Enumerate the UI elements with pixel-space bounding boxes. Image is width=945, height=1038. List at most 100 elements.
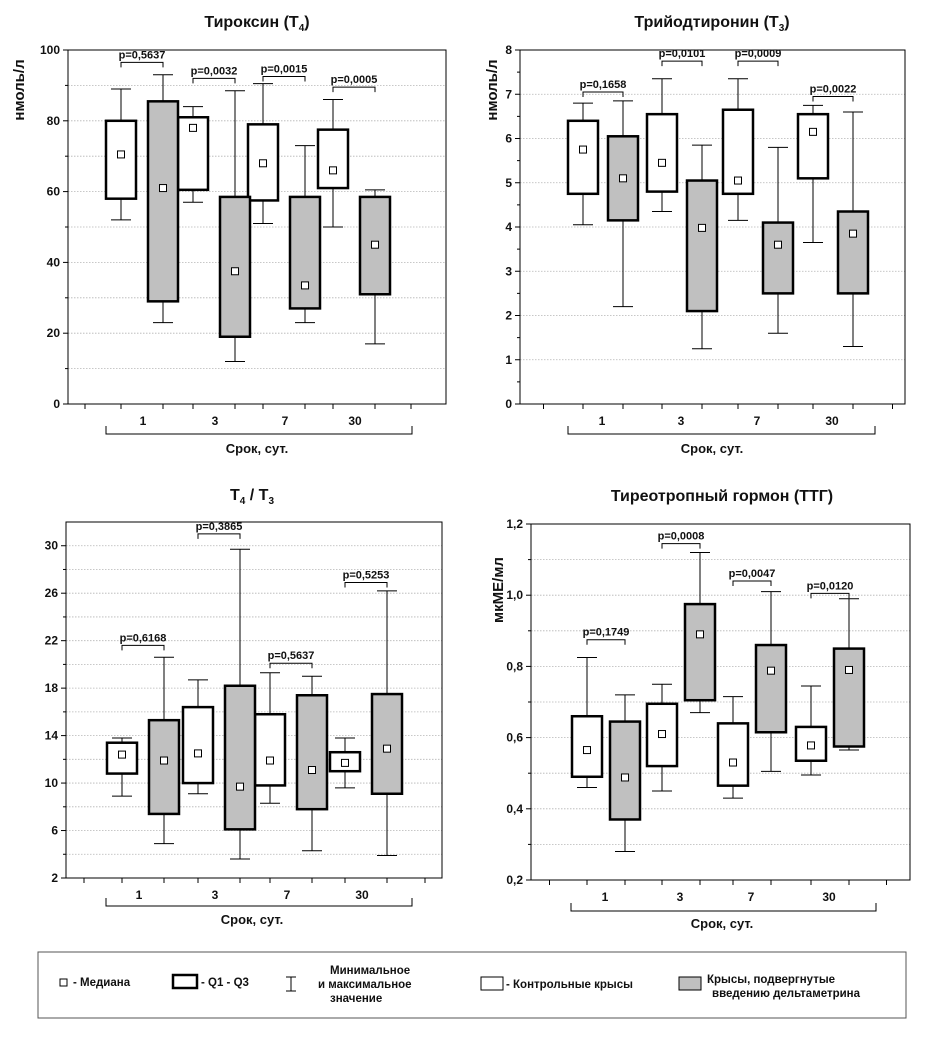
median-marker (259, 159, 267, 168)
pvalue-label: p=0,0022 (810, 83, 857, 95)
treated-box (295, 675, 329, 852)
y-tick-label: 2 (505, 309, 512, 323)
median-marker (845, 665, 853, 674)
chart-title-mid: / Т (245, 487, 268, 504)
treated-box (685, 144, 719, 350)
y-tick-label: 0,2 (506, 873, 523, 887)
median-marker (383, 744, 391, 753)
legend-minmax-line2: и максимальное (318, 979, 412, 991)
chart-title-subscript-2: 3 (268, 496, 274, 507)
median-marker (118, 750, 126, 759)
quartile-box (566, 119, 600, 196)
y-axis-label: нмоль/л (11, 59, 28, 120)
chart-title-tail: ) (784, 14, 789, 31)
pvalue-bracket (121, 644, 165, 651)
median-marker (308, 766, 316, 775)
pvalue-bracket (812, 95, 854, 102)
control-box (105, 737, 139, 797)
y-tick-label: 8 (505, 43, 512, 57)
quartile-box (253, 712, 287, 787)
y-tick-label: 1,2 (506, 517, 523, 531)
quartile-box (606, 135, 640, 222)
chart-title-text: Тиреотропный гормон (ТТГ) (611, 488, 833, 505)
quartile-box (146, 100, 180, 303)
treated-box (223, 548, 257, 860)
treated-box (147, 656, 181, 845)
control-box (645, 683, 679, 792)
pvalue-bracket (120, 61, 164, 68)
control-box (796, 104, 830, 243)
pvalue-bracket (344, 582, 388, 588)
quartile-box (316, 128, 350, 190)
treated-box (683, 551, 717, 714)
pvalue-label: p=0,5253 (343, 570, 390, 582)
treated-box (606, 100, 640, 308)
median-marker (767, 666, 775, 675)
quartile-box (608, 720, 642, 821)
quartile-box (836, 210, 870, 295)
median-marker (698, 223, 706, 232)
x-group-bracket (105, 898, 413, 907)
chart-title-subscript: 4 (240, 496, 246, 507)
y-tick-label: 4 (505, 220, 512, 234)
median-marker (658, 730, 666, 739)
pvalue-label: p=0,0101 (659, 48, 706, 60)
median-marker (734, 176, 742, 185)
quartile-box (288, 195, 322, 310)
quartile-box (370, 692, 404, 795)
median-marker (329, 166, 337, 175)
y-tick-label: 1 (505, 353, 512, 367)
quartile-box (570, 714, 604, 779)
x-axis-label: Срок, сут. (221, 912, 283, 927)
control-box (316, 99, 350, 228)
median-marker (619, 174, 627, 183)
treated-box (146, 74, 180, 324)
quartile-box (295, 694, 329, 811)
y-tick-label: 40 (47, 255, 61, 269)
quartile-box (754, 643, 788, 734)
pvalue-bracket (661, 543, 701, 549)
median-marker (849, 229, 857, 238)
x-category-label: 7 (754, 414, 761, 428)
pvalue-bracket (810, 592, 850, 599)
quartile-box (832, 647, 866, 748)
chart-title-text: Тироксин (Т (204, 14, 299, 31)
quartile-box (645, 112, 679, 193)
treated-box (761, 146, 795, 334)
x-axis-label: Срок, сут. (691, 916, 753, 931)
quartile-box (181, 705, 215, 785)
pvalue-bracket (332, 86, 376, 93)
median-marker (194, 749, 202, 758)
y-tick-label: 0,4 (506, 802, 523, 816)
pvalue-label: p=0,3865 (196, 521, 243, 533)
legend: - Медиана - Q1 - Q3 Минимальное и максим… (37, 951, 907, 1019)
pvalue-label: p=0,1749 (583, 627, 630, 639)
chart-title-text: Т (230, 487, 240, 504)
control-box (246, 83, 280, 224)
y-tick-label: 6 (505, 132, 512, 146)
pvalue-label: p=0,0047 (729, 568, 776, 580)
y-tick-label: 30 (45, 539, 59, 553)
control-box (176, 106, 210, 203)
quartile-box (358, 195, 392, 296)
chart-title: Т4 / Т3 (230, 487, 274, 507)
y-tick-label: 6 (51, 824, 58, 838)
chart-title-subscript: 4 (299, 23, 305, 34)
median-marker (236, 782, 244, 791)
legend-control-swatch (480, 976, 504, 991)
y-tick-label: 3 (505, 264, 512, 278)
pvalue-bracket (197, 533, 241, 539)
median-marker (117, 150, 125, 159)
pvalue-label: p=0,6168 (120, 632, 167, 644)
treated-box (370, 590, 404, 856)
pvalue-label: p=0,0032 (191, 65, 238, 77)
median-marker (583, 746, 591, 755)
x-category-label: 7 (284, 888, 291, 902)
legend-minmax-line3: значение (330, 993, 382, 1005)
median-marker (696, 630, 704, 639)
control-box (328, 737, 362, 789)
control-box (566, 102, 600, 226)
median-marker (579, 145, 587, 154)
pvalue-bracket (737, 60, 779, 67)
